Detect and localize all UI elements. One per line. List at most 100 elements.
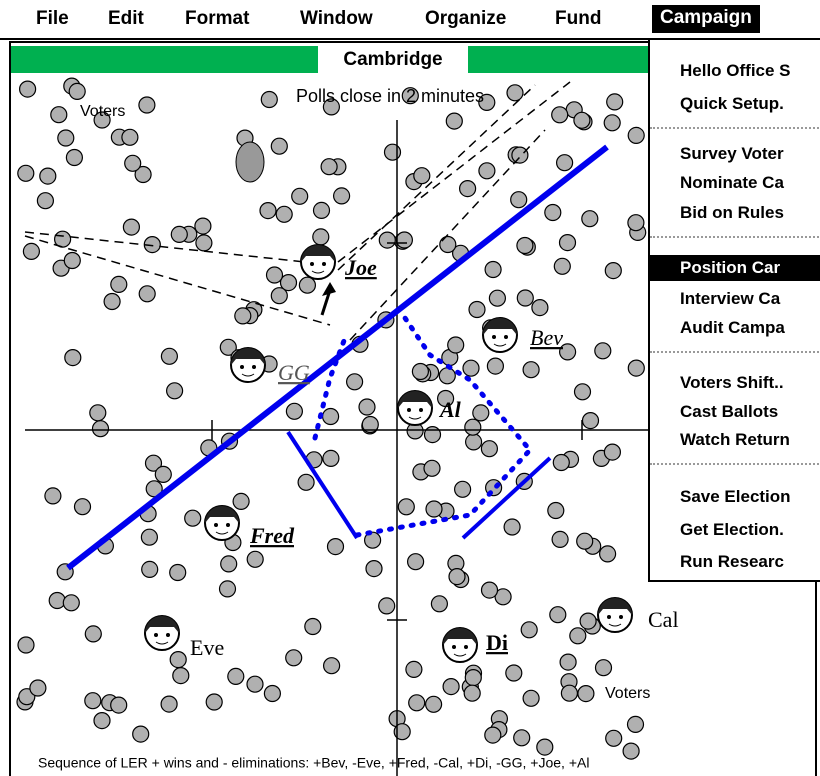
dropdown-item[interactable]: Run Researc [650, 549, 820, 575]
voter-dot [455, 481, 471, 497]
voter-dot [93, 421, 109, 437]
voter-dot [466, 434, 482, 450]
dropdown-item[interactable]: Position Car [650, 255, 820, 281]
eye [607, 615, 611, 619]
voter-dot [396, 232, 412, 248]
voter-dot [324, 658, 340, 674]
voter-dot [553, 455, 569, 471]
dropdown-item[interactable]: Voters Shift.. [650, 370, 820, 396]
voter-dot [464, 685, 480, 701]
voter-dot [512, 147, 528, 163]
speaker-head [236, 142, 264, 182]
voter-dot [548, 503, 564, 519]
voter-dot [85, 626, 101, 642]
status-text: Polls close in 2 minutes [296, 86, 484, 106]
voter-dot [431, 596, 447, 612]
voter-dot [286, 403, 302, 419]
voter-dot [18, 165, 34, 181]
voter-dot [414, 168, 430, 184]
voter-dot [247, 551, 263, 567]
voter-dot [75, 499, 91, 515]
voter-dot [260, 203, 276, 219]
voter-dot [161, 696, 177, 712]
voter-dot [550, 607, 566, 623]
eye [322, 262, 326, 266]
voter-dot [532, 300, 548, 316]
voter-dot [485, 727, 501, 743]
voter-dot [443, 679, 459, 695]
candidate-label[interactable]: GG [278, 360, 310, 385]
voter-dot [233, 493, 249, 509]
candidate-label[interactable]: Eve [190, 635, 224, 660]
voter-dot [506, 665, 522, 681]
voter-dot [45, 488, 61, 504]
voter-dot [161, 348, 177, 364]
voter-dot [606, 730, 622, 746]
voter-dot [104, 294, 120, 310]
dropdown-item[interactable]: Nominate Ca [650, 170, 820, 196]
dropdown-item[interactable]: Cast Ballots [650, 399, 820, 425]
eye [452, 645, 456, 649]
voter-dot [58, 130, 74, 146]
voter-dot [298, 474, 314, 490]
dropdown-item[interactable]: Quick Setup. [650, 91, 820, 117]
voter-dot [51, 107, 67, 123]
voter-dot [446, 113, 462, 129]
dropdown-item[interactable]: Survey Voter [650, 141, 820, 167]
voter-dot [111, 276, 127, 292]
voter-dot [221, 556, 237, 572]
candidate-label[interactable]: Al [438, 397, 462, 422]
dropdown-item[interactable]: Save Election [650, 484, 820, 510]
voter-dot [507, 85, 523, 101]
dropdown-item[interactable]: Watch Return [650, 427, 820, 453]
voter-dot [577, 533, 593, 549]
footer-text: Sequence of LER + wins and - elimination… [38, 755, 589, 771]
voter-dot [412, 364, 428, 380]
voter-dot [600, 546, 616, 562]
voter-dot [276, 206, 292, 222]
eye [619, 615, 623, 619]
dropdown-item[interactable]: Audit Campa [650, 315, 820, 341]
candidate-label[interactable]: Di [486, 630, 508, 655]
voter-dot [64, 253, 80, 269]
dropdown-item[interactable]: Interview Ca [650, 286, 820, 312]
voter-dot [560, 654, 576, 670]
voter-dot [479, 163, 495, 179]
dropdown-item[interactable]: Hello Office S [650, 58, 820, 84]
voter-dot [20, 81, 36, 97]
voter-dot [366, 561, 382, 577]
voter-dot [582, 211, 598, 227]
voter-dot [552, 107, 568, 123]
voter-dot [517, 238, 533, 254]
candidate-label[interactable]: Joe [344, 255, 377, 280]
eye [492, 335, 496, 339]
voter-dot [523, 362, 539, 378]
candidate-label[interactable]: Cal [648, 607, 679, 632]
eye [504, 335, 508, 339]
dropdown-item[interactable]: Get Election. [650, 517, 820, 543]
voter-dot [605, 263, 621, 279]
voter-dot [171, 226, 187, 242]
voter-dot [299, 277, 315, 293]
voter-dot [385, 144, 401, 160]
voter-dot [545, 205, 561, 221]
voter-dot [523, 690, 539, 706]
voter-dot [347, 374, 363, 390]
voter-dot [261, 92, 277, 108]
separator [650, 351, 820, 353]
dropdown-item[interactable]: Bid on Rules [650, 200, 820, 226]
voter-dot [408, 554, 424, 570]
voter-dot [40, 168, 56, 184]
candidate-label[interactable]: Bev [530, 325, 563, 350]
voter-dot [18, 637, 34, 653]
voter-dot [167, 383, 183, 399]
voter-dot [481, 441, 497, 457]
voter-dot [85, 693, 101, 709]
voter-dot [511, 192, 527, 208]
voter-dot [334, 188, 350, 204]
voter-dot [69, 83, 85, 99]
voter-dot [247, 676, 263, 692]
candidate-label[interactable]: Fred [249, 523, 295, 548]
voter-dot [409, 695, 425, 711]
voter-dots [17, 78, 646, 759]
